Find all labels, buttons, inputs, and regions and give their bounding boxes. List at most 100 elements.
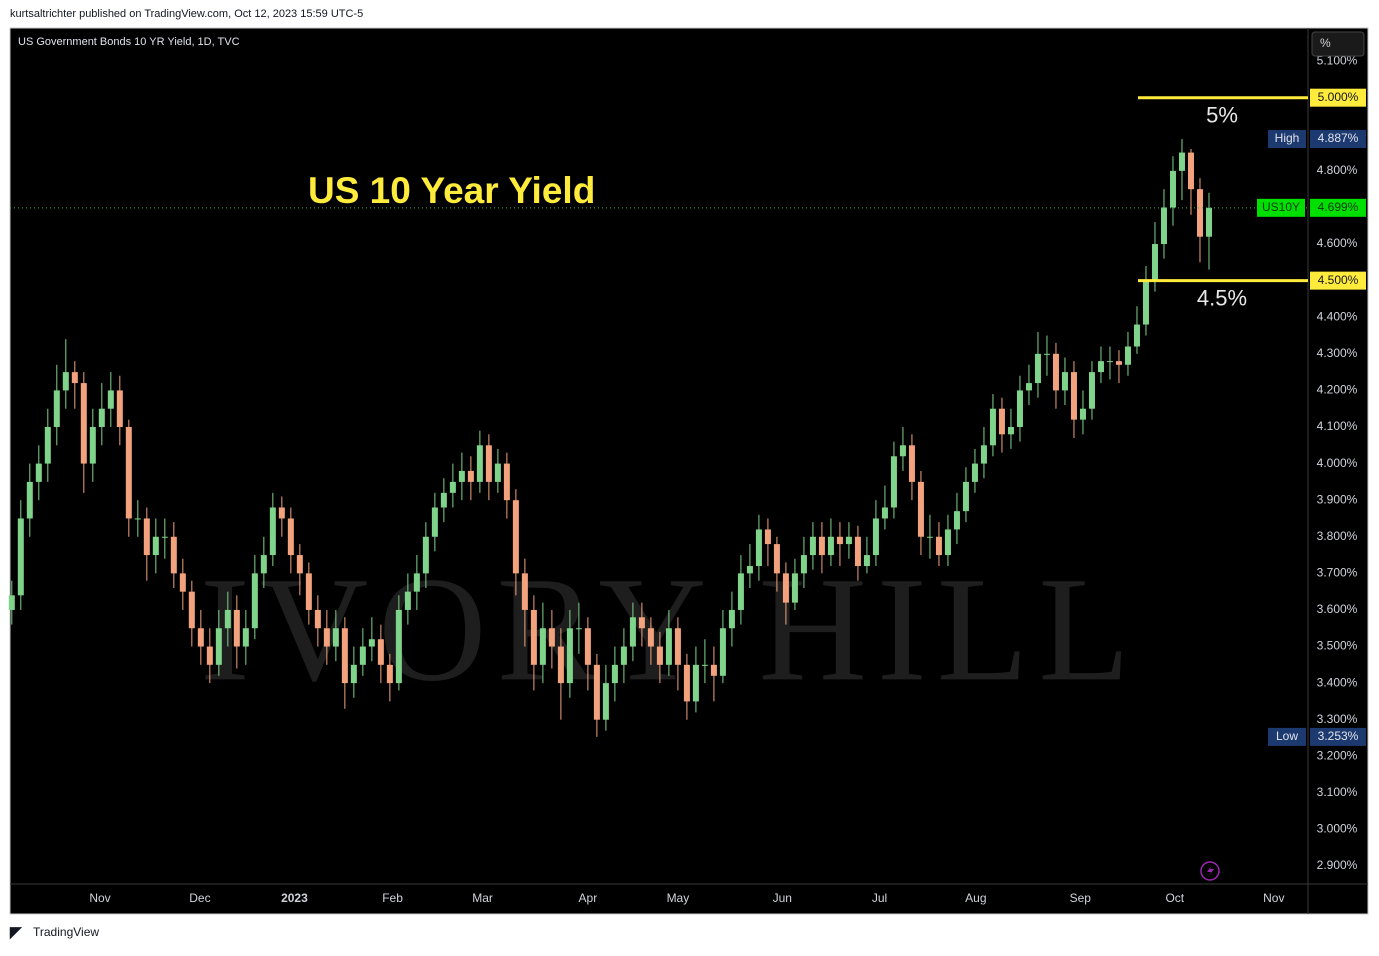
y-tick-label: 2.900% [1317, 858, 1358, 872]
candle-body [854, 536, 861, 567]
unit-button-label[interactable]: % [1320, 36, 1331, 50]
x-tick-label: Jul [872, 891, 887, 905]
candle-body [791, 573, 798, 603]
candle-body [755, 529, 762, 567]
chart-frame [9, 27, 1369, 915]
level-tag [1310, 271, 1366, 290]
candle-body [386, 664, 393, 684]
candle-body [746, 566, 753, 574]
candle-body [1052, 353, 1059, 391]
level-annotation: 4.5% [1197, 285, 1247, 310]
candle-body [305, 573, 312, 610]
candle-body [71, 372, 78, 384]
candle-body [26, 481, 33, 519]
candle-body [953, 511, 960, 530]
x-tick-label: 2023 [281, 891, 308, 905]
candle-body [404, 591, 411, 610]
candle-body [332, 628, 339, 647]
candle-body [539, 628, 546, 665]
x-tick-label: Jun [773, 891, 792, 905]
y-tick-label: 5.100% [1317, 53, 1358, 67]
marker-value: 3.253% [1318, 729, 1359, 743]
candle-body [251, 573, 258, 629]
unit-button[interactable] [1311, 31, 1365, 57]
y-tick-label: 3.600% [1317, 602, 1358, 616]
candle-body [1115, 361, 1122, 365]
candle-body [1025, 383, 1032, 391]
candle-body [512, 500, 519, 574]
candle-body [800, 555, 807, 574]
x-tick-label: Mar [472, 891, 493, 905]
candle-body [1124, 346, 1131, 365]
candle-body [935, 536, 942, 556]
candle-body [881, 507, 888, 519]
chart-title: US 10 Year Yield [308, 170, 595, 211]
candle-body [422, 536, 429, 574]
x-tick-label: Nov [1263, 891, 1284, 905]
candle-body [1088, 372, 1095, 409]
candle-body [1034, 353, 1041, 384]
candle-body [656, 646, 663, 665]
candle-body [314, 609, 321, 629]
candle-body [449, 481, 456, 493]
candle-body [1106, 361, 1113, 363]
candle-body [602, 683, 609, 720]
price-tag-label: 4.699% [1318, 200, 1359, 214]
y-tick-label: 3.900% [1317, 492, 1358, 506]
candle-body [989, 408, 996, 446]
candle-body [1043, 353, 1050, 355]
candle-body [62, 372, 69, 391]
candle-body [593, 664, 600, 720]
symbol-info: US Government Bonds 10 YR Yield, 1D, TVC [18, 36, 240, 48]
candle-body [566, 628, 573, 684]
candle-body [1097, 361, 1104, 373]
candle-body [638, 617, 645, 629]
marker-value-tag [1310, 130, 1366, 149]
candle-body [1016, 390, 1023, 427]
alert-bolt [1207, 865, 1214, 877]
y-tick-label: 4.100% [1317, 419, 1358, 433]
y-tick-label: 3.300% [1317, 712, 1358, 726]
y-tick-label: 4.000% [1317, 456, 1358, 470]
marker-value-tag [1310, 727, 1366, 746]
candle-body [35, 463, 42, 482]
candle-body [260, 555, 267, 574]
alert-icon[interactable] [1200, 861, 1220, 881]
candle-body [890, 456, 897, 508]
candle-body [1160, 207, 1167, 245]
x-tick-label: Nov [89, 891, 110, 905]
candle-body [971, 463, 978, 482]
candle-body [287, 518, 294, 556]
candle-body [836, 536, 843, 545]
candle-body [665, 628, 672, 665]
candle-body [719, 628, 726, 676]
y-tick-label: 3.700% [1317, 566, 1358, 580]
candle-body [863, 555, 870, 567]
marker-name-tag [1268, 727, 1306, 746]
candle-body [1169, 170, 1176, 208]
marker-name: High [1275, 131, 1300, 145]
candle-body [350, 664, 357, 684]
candle-body [980, 445, 987, 464]
candle-body [503, 463, 510, 501]
marker-value: 4.887% [1318, 131, 1359, 145]
candle-body [944, 529, 951, 556]
candle-body [44, 426, 51, 464]
symbol-tag-label: US10Y [1262, 200, 1300, 214]
x-tick-label: May [667, 891, 690, 905]
candle-body [1205, 207, 1212, 237]
y-tick-label: 4.200% [1317, 383, 1358, 397]
candle-body [611, 664, 618, 684]
candle-body [17, 518, 24, 596]
y-tick-label: 3.800% [1317, 529, 1358, 543]
candle-body [692, 664, 699, 702]
candle-body [440, 492, 447, 508]
candle-body [584, 628, 591, 665]
candle-body [1187, 152, 1194, 190]
candle-body [476, 445, 483, 482]
candle-body [548, 628, 555, 647]
candle-body [278, 507, 285, 519]
candle-body [629, 617, 636, 647]
candle-body [1133, 324, 1140, 347]
candle-body [917, 481, 924, 537]
